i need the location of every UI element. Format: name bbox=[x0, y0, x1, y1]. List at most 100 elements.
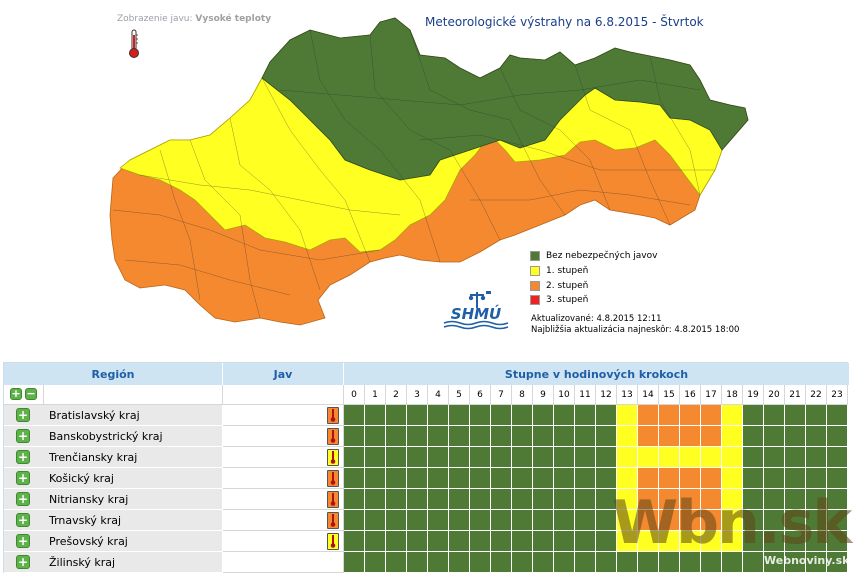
phenomenon-cell bbox=[223, 468, 344, 489]
hour-level-cell bbox=[617, 447, 638, 468]
hour-level-cell bbox=[722, 447, 743, 468]
hour-level-cell bbox=[512, 405, 533, 426]
hour-level-cell bbox=[512, 426, 533, 447]
region-name-cell[interactable]: + Košický kraj bbox=[4, 468, 223, 489]
expand-row-button[interactable]: + bbox=[16, 408, 30, 422]
expand-row-button[interactable]: + bbox=[16, 513, 30, 527]
hour-level-cell bbox=[428, 489, 449, 510]
hour-level-cell bbox=[785, 489, 806, 510]
hour-level-cell bbox=[470, 552, 491, 573]
expand-row-button[interactable]: + bbox=[16, 450, 30, 464]
hour-level-cell bbox=[554, 552, 575, 573]
hour-level-cell bbox=[764, 447, 785, 468]
header-hours: Stupne v hodinových krokoch bbox=[344, 363, 849, 385]
expand-row-button[interactable]: + bbox=[16, 429, 30, 443]
hour-level-cell bbox=[365, 405, 386, 426]
hour-level-cell bbox=[407, 426, 428, 447]
hour-level-cell bbox=[554, 447, 575, 468]
hour-level-cell bbox=[575, 426, 596, 447]
legend-label: 3. stupeň bbox=[546, 295, 589, 306]
region-name-cell[interactable]: + Nitriansky kraj bbox=[4, 489, 223, 510]
thermometer-icon[interactable] bbox=[327, 428, 339, 445]
region-row[interactable]: + Bratislavský kraj bbox=[4, 405, 344, 426]
hour-header-cell: 19 bbox=[743, 385, 764, 405]
region-name-cell[interactable]: + Bratislavský kraj bbox=[4, 405, 223, 426]
hour-level-cell bbox=[764, 468, 785, 489]
hour-level-cell bbox=[743, 510, 764, 531]
phenomenon-cell bbox=[223, 405, 344, 426]
thermometer-icon[interactable] bbox=[327, 449, 339, 466]
hour-level-cell bbox=[575, 489, 596, 510]
hour-level-cell bbox=[512, 447, 533, 468]
region-name-cell[interactable]: + Prešovský kraj bbox=[4, 531, 223, 552]
phenomenon-cell bbox=[223, 426, 344, 447]
hour-level-cell bbox=[344, 489, 365, 510]
hour-level-cell bbox=[575, 552, 596, 573]
hour-level-cell bbox=[638, 468, 659, 489]
thermometer-icon[interactable] bbox=[327, 533, 339, 550]
hour-level-cell bbox=[449, 552, 470, 573]
region-name-cell[interactable]: + Banskobystrický kraj bbox=[4, 426, 223, 447]
hour-header-cell: 15 bbox=[659, 385, 680, 405]
expand-row-button[interactable]: + bbox=[16, 534, 30, 548]
region-name-cell[interactable]: + Žilinský kraj bbox=[4, 552, 223, 573]
region-name-cell[interactable]: + Trnavský kraj bbox=[4, 510, 223, 531]
hour-level-cell bbox=[617, 552, 638, 573]
phenomenon-cell bbox=[223, 447, 344, 468]
expand-row-button[interactable]: + bbox=[16, 471, 30, 485]
hour-header-cell: 18 bbox=[722, 385, 743, 405]
hour-level-cell bbox=[680, 426, 701, 447]
district-borders bbox=[112, 29, 715, 319]
region-name-cell[interactable]: + Trenčiansky kraj bbox=[4, 447, 223, 468]
hour-header-cell: 8 bbox=[512, 385, 533, 405]
hour-header-cell: 23 bbox=[827, 385, 848, 405]
thermometer-icon[interactable] bbox=[327, 512, 339, 529]
shmu-logo[interactable]: SHMÚ bbox=[440, 289, 512, 331]
hour-level-cell bbox=[575, 468, 596, 489]
header-phenomenon: Jav bbox=[223, 363, 344, 385]
region-row[interactable]: + Košický kraj bbox=[4, 468, 344, 489]
phenomenon-value: Vysoké teploty bbox=[195, 14, 272, 24]
hour-level-cell bbox=[554, 405, 575, 426]
hour-level-cell bbox=[449, 510, 470, 531]
hour-level-cell bbox=[386, 552, 407, 573]
hour-level-cell bbox=[533, 510, 554, 531]
hour-level-cell bbox=[722, 405, 743, 426]
thermometer-icon[interactable] bbox=[327, 470, 339, 487]
hour-level-cell bbox=[659, 468, 680, 489]
hour-level-cell bbox=[344, 531, 365, 552]
region-row[interactable]: + Trnavský kraj bbox=[4, 510, 344, 531]
hour-level-cell bbox=[722, 510, 743, 531]
hour-level-cell bbox=[638, 510, 659, 531]
expand-all-button[interactable]: + bbox=[10, 387, 22, 400]
hour-level-cell bbox=[806, 447, 827, 468]
region-row[interactable]: + Nitriansky kraj bbox=[4, 489, 344, 510]
hour-level-cell bbox=[722, 468, 743, 489]
hour-level-cell bbox=[386, 447, 407, 468]
expand-row-button[interactable]: + bbox=[16, 555, 30, 569]
phenomenon-cell bbox=[223, 552, 344, 573]
hour-header-cell: 17 bbox=[701, 385, 722, 405]
hour-level-cell bbox=[701, 468, 722, 489]
region-row[interactable]: + Prešovský kraj bbox=[4, 531, 344, 552]
hour-level-cell bbox=[617, 468, 638, 489]
thermometer-icon[interactable] bbox=[327, 407, 339, 424]
region-row[interactable]: + Trenčiansky kraj bbox=[4, 447, 344, 468]
hour-level-cell bbox=[785, 510, 806, 531]
collapse-all-button[interactable]: − bbox=[25, 387, 37, 400]
hour-level-cell bbox=[785, 552, 806, 573]
expand-row-button[interactable]: + bbox=[16, 492, 30, 506]
hour-level-cell bbox=[596, 552, 617, 573]
hour-level-cell bbox=[575, 510, 596, 531]
page-title: Meteorologické výstrahy na 6.8.2015 - Št… bbox=[425, 15, 704, 29]
region-row[interactable]: + Banskobystrický kraj bbox=[4, 426, 344, 447]
thermometer-icon[interactable] bbox=[128, 29, 140, 59]
map-region-level0[interactable] bbox=[261, 17, 749, 181]
hour-level-cell bbox=[701, 489, 722, 510]
hour-level-cell bbox=[743, 531, 764, 552]
hour-level-cell bbox=[680, 447, 701, 468]
thermometer-icon[interactable] bbox=[327, 491, 339, 508]
hour-level-cell bbox=[764, 510, 785, 531]
hour-level-cell bbox=[743, 426, 764, 447]
region-row[interactable]: + Žilinský kraj bbox=[4, 552, 344, 573]
